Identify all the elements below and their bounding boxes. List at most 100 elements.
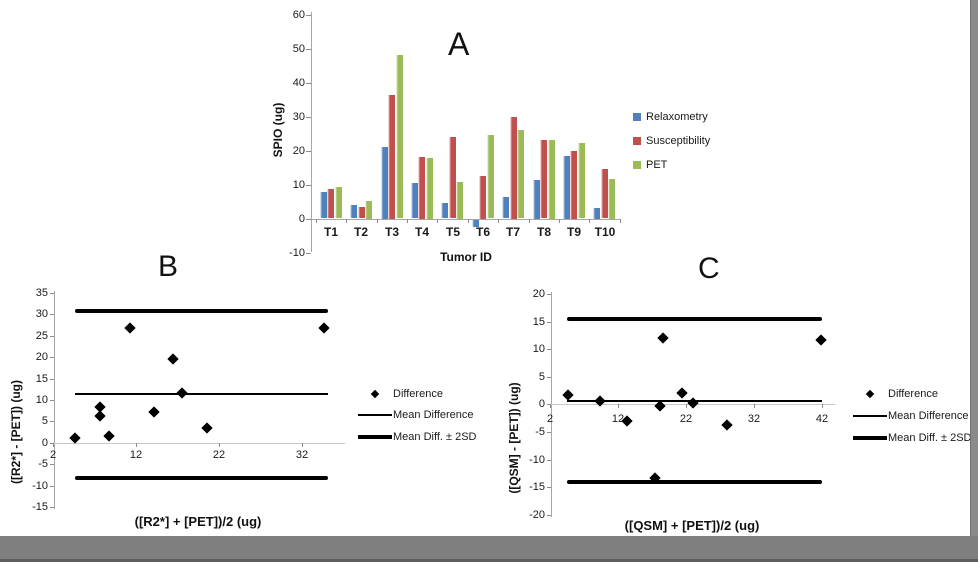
ba-b-y-tick-mark (50, 400, 54, 401)
bar-y-tick-label: -10 (289, 247, 305, 259)
bar-x-tick-mark (498, 219, 499, 223)
ba-b-y-axis-line (54, 291, 55, 509)
legend-label-2sd: Mean Diff. ± 2SD (393, 431, 477, 443)
bar-x-tick-mark (559, 219, 560, 223)
bar-category-label: T10 (594, 225, 616, 239)
mean-line-swatch-icon (358, 414, 392, 416)
legend-label-difference: Difference (888, 388, 938, 400)
ba-b-x-tick-mark (136, 443, 137, 447)
bar-pet-t6 (487, 135, 494, 218)
ba-c-y-tick-label: 20 (532, 288, 545, 300)
ba-b-y-tick-label: -5 (38, 458, 48, 470)
ba-b-y-tick-mark (50, 293, 54, 294)
ba-c-data-point-diamond (815, 334, 827, 346)
ba-b-y-tick-label: 0 (41, 437, 48, 449)
ba-c-y-tick-label: 10 (532, 343, 545, 355)
bar-relaxometry-t2 (350, 205, 357, 218)
bar-relaxometry-t7 (502, 197, 509, 218)
ba-c-data-point-diamond (654, 400, 666, 412)
ba-b-y-tick-mark (50, 336, 54, 337)
bar-relaxometry-t6 (472, 220, 479, 227)
ba-c-data-point-diamond (676, 387, 688, 399)
bar-susceptibility-t2 (358, 207, 365, 218)
ba-b-y-tick-label: 25 (35, 330, 48, 342)
ba-b-x-tick-mark (53, 443, 54, 447)
bar-susceptibility-t8 (540, 140, 547, 218)
bar-pet-t5 (456, 182, 463, 219)
ba-b-y-tick-mark (50, 421, 54, 422)
ba-c-x-tick-mark (822, 404, 823, 408)
sd-line-swatch-icon (853, 436, 887, 440)
ba-b-y-tick-mark (50, 357, 54, 358)
bar-y-tick-mark (306, 219, 311, 220)
ba-b-y-tick-label: 10 (35, 394, 48, 406)
ba-c-y-tick-mark (547, 404, 551, 405)
bland-altman-r2star-chart: ([R2*] - [PET]) (ug) ([R2*] + [PET])/2 (… (0, 280, 500, 536)
bar-y-tick-mark (306, 49, 311, 50)
ba-b-x-tick-label: 32 (295, 449, 309, 461)
bar-pet-t1 (335, 187, 342, 218)
window-bottom-bar (0, 536, 978, 562)
bar-y-tick-label: 60 (292, 9, 305, 21)
bar-relaxometry-t5 (441, 203, 448, 218)
ba-b-y-tick-label: 15 (35, 373, 48, 385)
bar-x-tick-mark (407, 219, 408, 223)
ba-c-x-tick-mark (754, 404, 755, 408)
bar-y-tick-label: 20 (292, 145, 305, 157)
bar-category-label: T4 (414, 225, 429, 239)
ba-c-x-tick-label: 32 (747, 413, 761, 425)
bar-susceptibility-t5 (449, 137, 456, 218)
ba-b-y-tick-label: 5 (41, 415, 48, 427)
legend-label-mean-difference: Mean Difference (393, 409, 474, 421)
bar-x-tick-mark (437, 219, 438, 223)
bar-chart-plot-area: 60 50 40 30 20 10 0 -10 T1 T2 T3 T4 T5 T6 T7 T8 T9 T10 (0, 0, 978, 280)
sd-line-swatch-icon (358, 435, 392, 439)
ba-b-lower-2sd-line (75, 476, 328, 480)
ba-c-x-tick-label: 12 (611, 413, 625, 425)
ba-c-y-tick-label: 15 (532, 316, 545, 328)
ba-c-y-tick-mark (547, 377, 551, 378)
bar-y-tick-label: 30 (292, 111, 305, 123)
bar-chart-spio: SPIO (ug) Tumor ID 60 50 40 30 20 10 0 -10 T1 T2 T… (0, 0, 978, 280)
bar-y-tick-mark (306, 253, 311, 254)
bar-y-tick-label: 40 (292, 77, 305, 89)
ba-c-y-tick-mark (547, 322, 551, 323)
ba-b-x-tick-label: 12 (129, 449, 143, 461)
ba-c-upper-2sd-line (567, 317, 822, 321)
bar-category-label: T7 (505, 225, 520, 239)
bar-pet-t4 (426, 158, 433, 219)
bar-y-tick-mark (306, 83, 311, 84)
ba-c-x-tick-label: 42 (815, 413, 829, 425)
bar-x-tick-mark (316, 219, 317, 223)
legend-label-difference: Difference (393, 388, 443, 400)
bar-relaxometry-t8 (533, 180, 540, 219)
ba-c-y-tick-mark (547, 515, 551, 516)
ba-b-x-tick-mark (302, 443, 303, 447)
mean-line-swatch-icon (853, 415, 887, 417)
pet-swatch-icon (633, 161, 641, 169)
bar-susceptibility-t7 (510, 117, 517, 219)
bar-x-tick-mark (589, 219, 590, 223)
ba-c-y-tick-label: -15 (529, 481, 545, 493)
ba-b-x-tick-label: 22 (212, 449, 226, 461)
relaxometry-swatch-icon (633, 113, 641, 121)
ba-c-data-point-diamond (562, 389, 574, 401)
legend-label-2sd: Mean Diff. ± 2SD (888, 432, 972, 444)
bar-category-label: T6 (475, 225, 490, 239)
bar-pet-t8 (548, 140, 555, 219)
bar-chart-x-axis-title: Tumor ID (440, 250, 492, 264)
ba-b-upper-2sd-line (75, 309, 328, 313)
bar-y-tick-mark (306, 185, 311, 186)
bar-y-axis-line (311, 12, 312, 252)
bar-pet-t7 (517, 130, 524, 218)
legend-label-susceptibility: Susceptibility (646, 135, 711, 147)
bar-susceptibility-t3 (388, 95, 395, 219)
bar-x-tick-mark (377, 219, 378, 223)
ba-b-y-tick-label: 20 (35, 351, 48, 363)
ba-c-y-tick-mark (547, 460, 551, 461)
ba-c-y-tick-label: -10 (529, 454, 545, 466)
panel-c-label: C (698, 252, 720, 285)
